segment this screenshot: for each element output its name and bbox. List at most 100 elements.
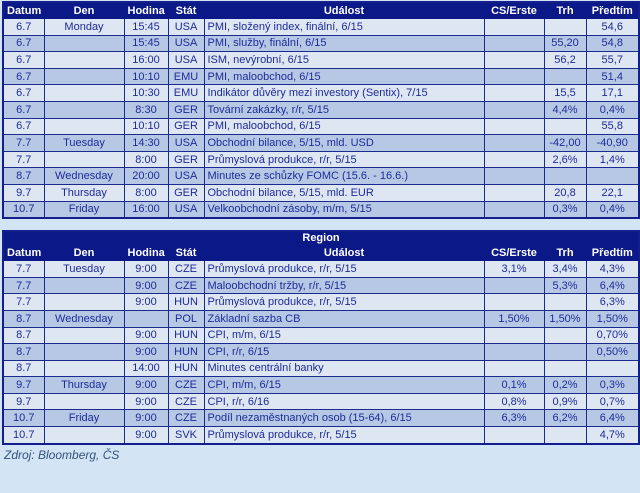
table-row: 6.7 15:45 USA PMI, služby, finální, 6/15 55,… — [2, 34, 640, 53]
cell-cs-erste — [483, 183, 545, 202]
cell-trh — [543, 426, 587, 445]
cell-datum: 9.7 — [2, 392, 45, 411]
cell-cs-erste — [483, 293, 545, 311]
cell-trh: 56,2 — [543, 51, 587, 69]
cell-hodina: 9:00 — [123, 392, 169, 411]
cell-stat: GER — [167, 100, 205, 119]
cell-predtim: 55,8 — [585, 117, 640, 136]
cell-den — [43, 426, 125, 445]
cell-trh: 2,6% — [543, 150, 587, 169]
cell-cs-erste: 1,50% — [483, 309, 545, 328]
cell-udalost: PMI, služby, finální, 6/15 — [203, 34, 485, 53]
cell-den — [43, 84, 125, 102]
cell-hodina — [123, 309, 169, 328]
cell-cs-erste: 0,1% — [483, 376, 545, 394]
cell-trh: 5,3% — [543, 276, 587, 295]
cell-hodina: 14:30 — [123, 134, 169, 152]
cell-udalost: CPI, r/r, 6/15 — [203, 343, 485, 361]
cell-hodina: 8:00 — [123, 150, 169, 169]
table-row: 7.7 Tuesday 9:00 CZE Průmyslová produkce, r/… — [2, 260, 640, 278]
cell-hodina: 16:00 — [123, 200, 169, 219]
cell-cs-erste — [483, 426, 545, 445]
cell-predtim: 6,4% — [585, 276, 640, 295]
column-header-cs-erste: CS/Erste — [483, 1, 545, 19]
cell-datum: 6.7 — [2, 117, 45, 136]
cell-trh: 0,2% — [543, 376, 587, 394]
cell-predtim: 6,3% — [585, 293, 640, 311]
source-note: Zdroj: Bloomberg, ČS — [4, 447, 120, 462]
cell-udalost: Velkoobchodní zásoby, m/m, 5/15 — [203, 200, 485, 219]
table-row: 9.7 9:00 CZE CPI, r/r, 6/16 0,8% 0,9% 0,7% — [2, 392, 640, 411]
cell-cs-erste — [483, 67, 545, 86]
cell-udalost: CPI, m/m, 6/15 — [203, 326, 485, 345]
cell-stat: CZE — [167, 392, 205, 411]
cell-stat: HUN — [167, 326, 205, 345]
cell-stat: GER — [167, 117, 205, 136]
cell-trh: 0,3% — [543, 200, 587, 219]
table-title-row: Region — [2, 230, 640, 246]
cell-den: Thursday — [43, 376, 125, 394]
cell-hodina: 10:10 — [123, 67, 169, 86]
table-row: 8.7 9:00 HUN CPI, r/r, 6/15 0,50% — [2, 343, 640, 361]
table-row: 8.7 Wednesday 20:00 USA Minutes ze schůzky F… — [2, 167, 640, 185]
cell-stat: USA — [167, 51, 205, 69]
cell-datum: 10.7 — [2, 426, 45, 445]
column-header-trh: Trh — [543, 1, 587, 19]
cell-den: Thursday — [43, 183, 125, 202]
table-gap — [2, 219, 640, 230]
table-row: 6.7 8:30 GER Tovární zakázky, r/r, 5/15 4,4%… — [2, 100, 640, 119]
cell-cs-erste: 3,1% — [483, 260, 545, 278]
cell-udalost: Průmyslová produkce, r/r, 5/15 — [203, 293, 485, 311]
cell-predtim: 0,3% — [585, 376, 640, 394]
cell-den — [43, 150, 125, 169]
cell-den: Friday — [43, 200, 125, 219]
region-title: Region — [2, 230, 640, 246]
column-header-trh: Trh — [543, 244, 587, 262]
cell-hodina: 14:00 — [123, 359, 169, 378]
cell-datum: 8.7 — [2, 167, 45, 185]
cell-trh: 6,2% — [543, 409, 587, 428]
cell-predtim: 17,1 — [585, 84, 640, 102]
cell-datum: 8.7 — [2, 343, 45, 361]
cell-trh: 55,20 — [543, 34, 587, 53]
cell-trh — [543, 326, 587, 345]
cell-trh — [543, 18, 587, 36]
cell-stat: CZE — [167, 376, 205, 394]
cell-hodina: 9:00 — [123, 426, 169, 445]
table-row: 9.7 Thursday 9:00 CZE CPI, m/m, 6/15 0,1% 0,2%… — [2, 376, 640, 394]
cell-cs-erste — [483, 134, 545, 152]
cell-udalost: Minutes centrální banky — [203, 359, 485, 378]
cell-stat: EMU — [167, 67, 205, 86]
cell-trh: 1,50% — [543, 309, 587, 328]
cell-trh: 20,8 — [543, 183, 587, 202]
cell-datum: 7.7 — [2, 260, 45, 278]
cell-stat: USA — [167, 200, 205, 219]
cell-stat: HUN — [167, 293, 205, 311]
column-header-hodina: Hodina — [123, 1, 169, 19]
cell-den: Tuesday — [43, 260, 125, 278]
table-row: 6.7 16:00 USA ISM, nevýrobní, 6/15 56,2 55,7 — [2, 51, 640, 69]
cell-trh — [543, 359, 587, 378]
cell-trh — [543, 343, 587, 361]
cell-stat: GER — [167, 183, 205, 202]
cell-datum: 6.7 — [2, 51, 45, 69]
column-header-hodina: Hodina — [123, 244, 169, 262]
cell-den: Tuesday — [43, 134, 125, 152]
cell-datum: 8.7 — [2, 359, 45, 378]
cell-cs-erste — [483, 18, 545, 36]
column-header-udalost: Událost — [203, 1, 485, 19]
cell-hodina: 9:00 — [123, 376, 169, 394]
cell-cs-erste — [483, 150, 545, 169]
cell-udalost: Tovární zakázky, r/r, 5/15 — [203, 100, 485, 119]
cell-predtim: 0,50% — [585, 343, 640, 361]
cell-den — [43, 326, 125, 345]
cell-hodina: 20:00 — [123, 167, 169, 185]
cell-hodina: 10:10 — [123, 117, 169, 136]
events-table-global: Datum Den Hodina Stát Událost CS/Erste Trh Před… — [2, 1, 640, 220]
cell-trh — [543, 167, 587, 185]
column-header-stat: Stát — [167, 244, 205, 262]
cell-udalost: Obchodní bilance, 5/15, mld. USD — [203, 134, 485, 152]
cell-den — [43, 359, 125, 378]
cell-den — [43, 34, 125, 53]
